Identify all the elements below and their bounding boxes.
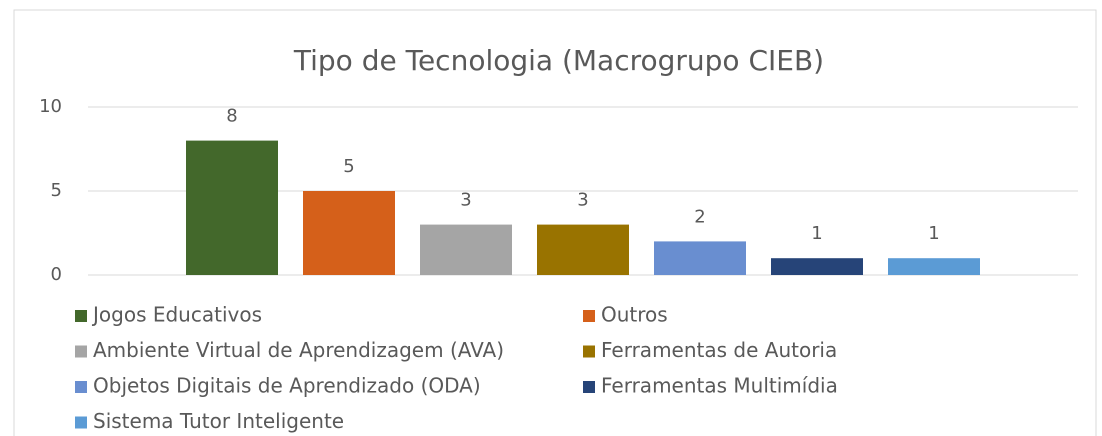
legend-label: Ferramentas de Autoria bbox=[601, 338, 837, 362]
legend-swatch bbox=[583, 381, 595, 393]
legend-swatch bbox=[75, 416, 87, 429]
legend-swatch bbox=[75, 345, 87, 358]
bar bbox=[654, 241, 746, 275]
legend-swatch bbox=[75, 381, 87, 393]
legend-label: Jogos Educativos bbox=[91, 303, 262, 327]
bar bbox=[186, 140, 278, 275]
chart-title: Tipo de Tecnologia (Macrogrupo CIEB) bbox=[293, 44, 824, 77]
y-tick-label: 0 bbox=[51, 264, 62, 285]
data-label: 5 bbox=[343, 156, 354, 177]
data-label: 8 bbox=[226, 106, 237, 127]
y-tick-label: 5 bbox=[51, 180, 62, 201]
data-label: 1 bbox=[928, 223, 939, 244]
legend-label: Objetos Digitais de Aprendizado (ODA) bbox=[93, 374, 481, 398]
data-label: 3 bbox=[460, 190, 471, 211]
legend-swatch bbox=[583, 345, 595, 358]
legend-label: Ferramentas Multimídia bbox=[601, 374, 838, 398]
legend-label: Ambiente Virtual de Aprendizagem (AVA) bbox=[93, 338, 504, 362]
data-label: 2 bbox=[694, 206, 705, 227]
bar bbox=[537, 224, 629, 275]
data-label: 1 bbox=[811, 223, 822, 244]
bar bbox=[420, 224, 512, 275]
bar bbox=[888, 258, 980, 275]
bar bbox=[303, 191, 395, 275]
legend-label: Outros bbox=[601, 303, 668, 327]
data-label: 3 bbox=[577, 190, 588, 211]
legend-swatch bbox=[75, 310, 87, 322]
bar bbox=[771, 258, 863, 275]
legend-swatch bbox=[583, 310, 595, 322]
legend-label: Sistema Tutor Inteligente bbox=[93, 409, 344, 433]
y-tick-label: 10 bbox=[39, 96, 62, 117]
